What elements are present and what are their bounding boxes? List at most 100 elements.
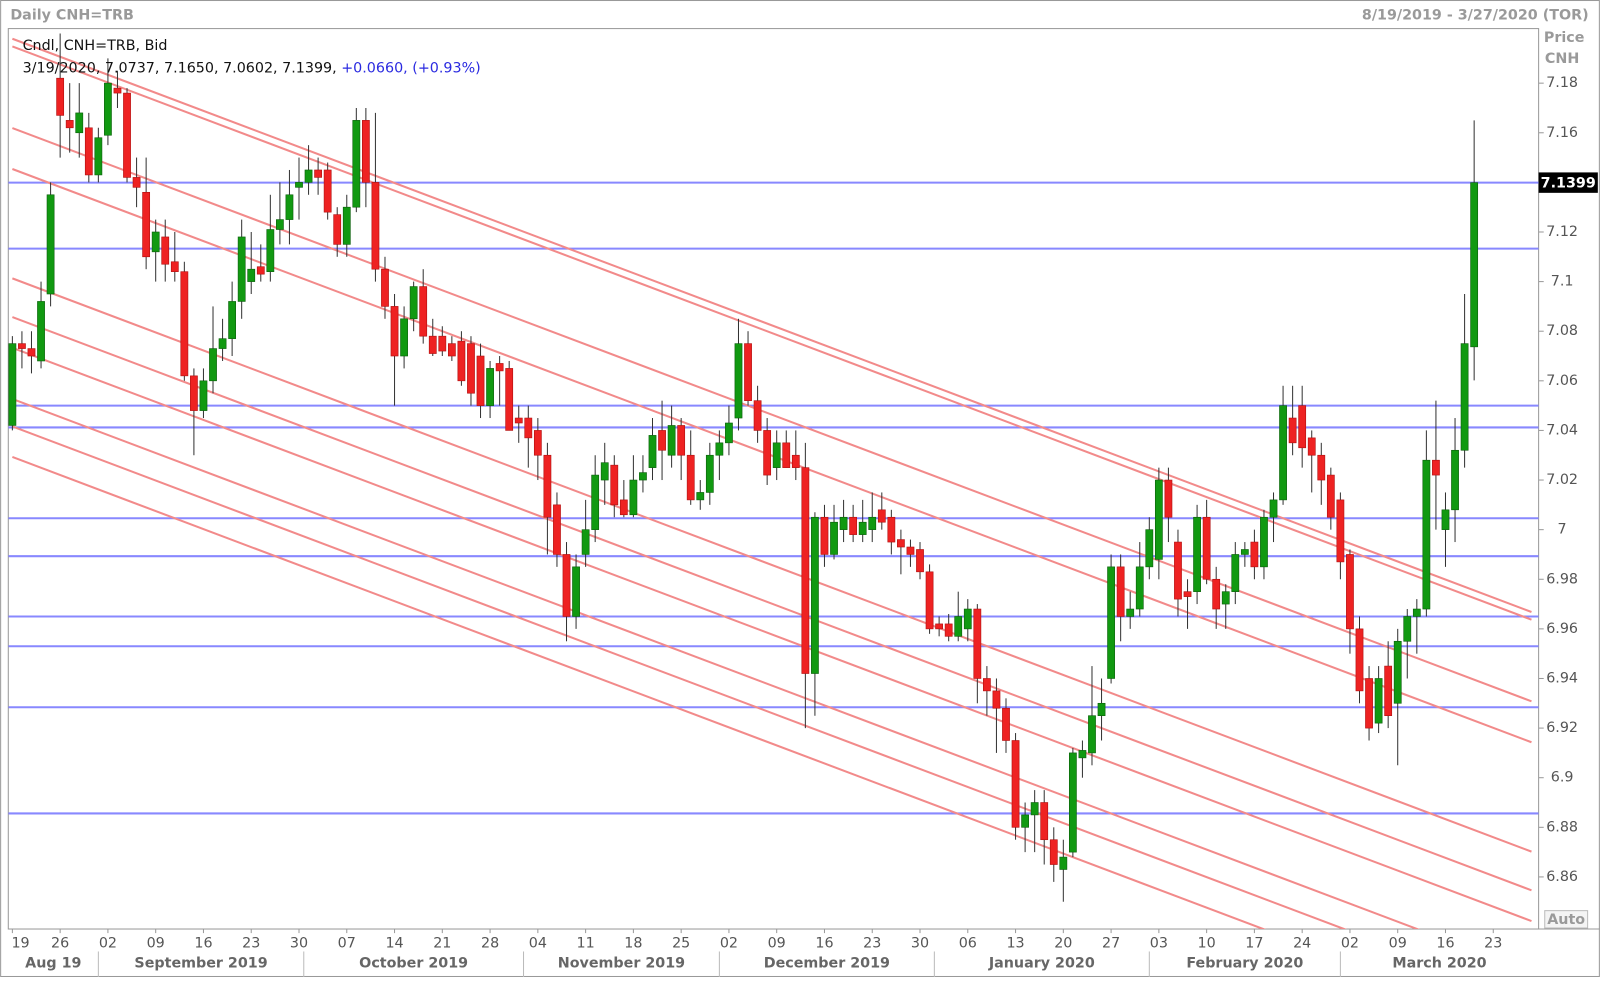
candle-body [1288, 417, 1297, 444]
candle-body [1174, 541, 1182, 600]
x-tick-label: 16 [194, 935, 212, 951]
last-price-box [1538, 172, 1598, 193]
candle-body [954, 616, 963, 637]
candle-body [333, 214, 342, 245]
candle-body [543, 454, 552, 518]
candle-body [935, 623, 944, 630]
plot-area [8, 33, 1539, 930]
candle-body [1422, 459, 1431, 610]
candle-body [1441, 509, 1450, 530]
x-tick-label: 02 [99, 935, 117, 951]
candle-body [1346, 554, 1354, 630]
trend-line [12, 425, 1348, 930]
candle-body [897, 539, 905, 548]
x-tick-label: 30 [290, 935, 308, 951]
candle-body [686, 454, 695, 501]
candle-body [1202, 516, 1211, 580]
candle-body [801, 467, 810, 674]
candle-body [763, 430, 772, 476]
x-tick-label: 06 [959, 935, 977, 951]
auto-button[interactable]: Auto [1544, 910, 1589, 929]
candle-body [190, 375, 198, 411]
candle-body [1403, 616, 1412, 642]
candle-body [1470, 182, 1479, 348]
x-tick-label: 16 [1436, 935, 1454, 951]
last-bar-open: 7.0737 [105, 60, 155, 76]
y-tick-label: 7.08 [1546, 323, 1578, 339]
candle-body [983, 678, 991, 692]
candle-body [734, 343, 743, 419]
x-tick-label: 19 [11, 935, 29, 951]
y-tick-label: 7.18 [1546, 75, 1578, 91]
x-tick-label: 18 [624, 935, 642, 951]
candle-body [1412, 608, 1421, 617]
candle-body [1002, 707, 1010, 741]
candle-body [228, 301, 236, 339]
candle-body [361, 120, 370, 183]
candle-body [381, 268, 389, 307]
candle-body [600, 462, 609, 481]
candle-body [1145, 529, 1154, 568]
candle-body [1374, 678, 1383, 724]
trend-line [12, 45, 1532, 621]
month-label: October 2019 [359, 956, 468, 972]
candle-body [696, 492, 705, 501]
x-tick-label: 26 [51, 935, 69, 951]
x-tick-label: 24 [1293, 935, 1311, 951]
candle-body [849, 516, 858, 535]
candle-body [457, 340, 466, 382]
trend-line [12, 37, 1532, 613]
month-label: September 2019 [134, 956, 267, 972]
candle-body [925, 571, 934, 630]
month-label: March 2020 [1392, 956, 1486, 972]
y-tick-label: 6.98 [1546, 571, 1578, 587]
candle-body [428, 335, 437, 354]
candle-body [1212, 578, 1221, 610]
candle-body [84, 127, 93, 176]
x-tick-label: 23 [1484, 935, 1502, 951]
candle-body [1250, 541, 1259, 568]
candle-body [342, 206, 351, 245]
x-tick-label: 02 [1341, 935, 1359, 951]
candle-body [37, 301, 45, 362]
x-tick-label: 30 [911, 935, 929, 951]
x-tick-label: 03 [1150, 935, 1168, 951]
x-tick-label: 28 [481, 935, 499, 951]
x-tick-label: 13 [1006, 935, 1024, 951]
candle-body [46, 194, 55, 295]
candle-body [218, 338, 227, 349]
last-bar-date: 3/19/2020 [23, 60, 96, 76]
candle-body [753, 400, 762, 431]
y-tick-label: 6.86 [1546, 869, 1578, 885]
auto-button-box[interactable] [1544, 910, 1589, 929]
candle-body [1298, 405, 1307, 449]
y-tick-label: 7 [1558, 522, 1567, 538]
candle-body [1088, 715, 1096, 754]
candle-body [1135, 566, 1144, 610]
candle-body [1317, 454, 1326, 481]
candle-body [65, 120, 74, 129]
candle-body [1307, 437, 1316, 456]
candle-body [304, 169, 313, 183]
candle-body [629, 479, 638, 516]
candle-body [858, 521, 867, 535]
axes: 7.187.167.127.17.087.067.047.0276.986.96… [11, 75, 1598, 977]
auto-button-label[interactable]: Auto [1547, 912, 1585, 928]
candle-body [495, 363, 504, 372]
x-tick-label: 16 [815, 935, 833, 951]
candle-body [1059, 856, 1068, 870]
candle-body [276, 219, 284, 230]
candle-body [161, 236, 170, 265]
candle-body [1260, 516, 1268, 568]
candle-body [1221, 591, 1230, 605]
y-tick-label: 6.92 [1546, 720, 1578, 736]
trend-line [12, 168, 1532, 744]
candle-body [572, 566, 580, 617]
candle-body [467, 343, 475, 394]
x-tick-label: 11 [577, 935, 595, 951]
candle-body [839, 516, 848, 530]
candle-body [476, 355, 485, 406]
range-text: 8/19/2019 - 3/27/2020 (TOR) [1362, 7, 1589, 23]
candle-body [1126, 608, 1135, 617]
y-tick-label: 7.12 [1546, 224, 1578, 240]
